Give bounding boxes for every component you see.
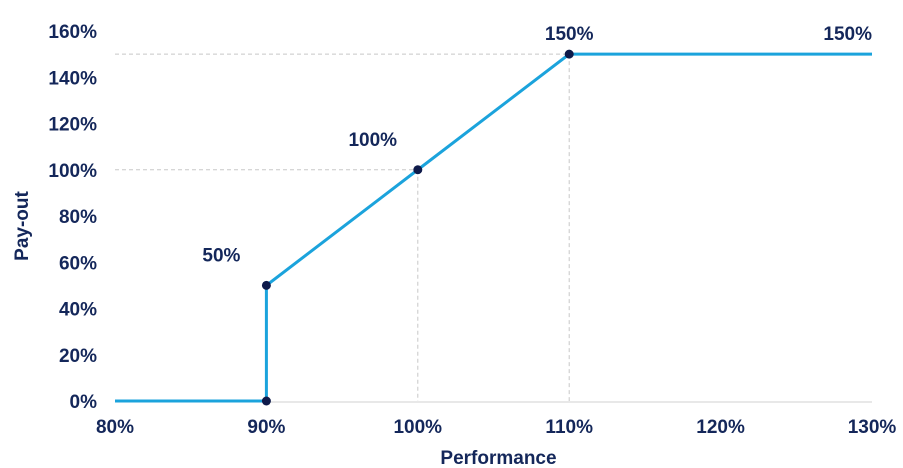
x-tick-label-4: 120% [696,417,745,438]
marker-layer [261,49,574,406]
y-tick-label-3: 60% [59,253,97,274]
x-tick-label-5: 130% [848,417,897,438]
y-tick-label-1: 20% [59,346,97,367]
x-axis-title: Performance [440,448,556,468]
y-tick-label-5: 100% [48,161,97,182]
x-tick-label-1: 90% [247,417,285,438]
y-tick-label-4: 80% [59,207,97,228]
x-tick-label-0: 80% [96,417,134,438]
y-tick-label-2: 40% [59,300,97,321]
data-label-1: 100% [348,130,397,151]
x-tick-label-3: 110% [545,417,593,438]
data-point-0 [261,396,271,406]
series-line-0 [115,52,872,403]
data-label-3: 150% [823,24,872,45]
y-tick-label-7: 140% [48,68,97,89]
y-tick-label-9: 160% [48,22,97,43]
y-tick-label-0: 0% [70,392,98,413]
x-tick-labels: 80% 90% 100% 110% 120% 130% [96,417,896,438]
data-point-1 [261,280,271,290]
data-point-3 [564,49,574,59]
data-labels: 50% 100% 150% 150% [202,24,872,266]
y-tick-labels: 0% 20% 40% 60% 80% 100% 120% 140% 160% [48,22,97,413]
data-point-2 [413,165,423,175]
series-layer [115,52,872,403]
y-tick-label-6: 120% [48,115,97,136]
x-tick-label-2: 100% [393,417,442,438]
data-label-2: 150% [545,24,594,45]
y-axis-title: Pay-out [12,190,33,260]
reference-lines [115,53,570,401]
data-label-0: 50% [202,245,240,266]
